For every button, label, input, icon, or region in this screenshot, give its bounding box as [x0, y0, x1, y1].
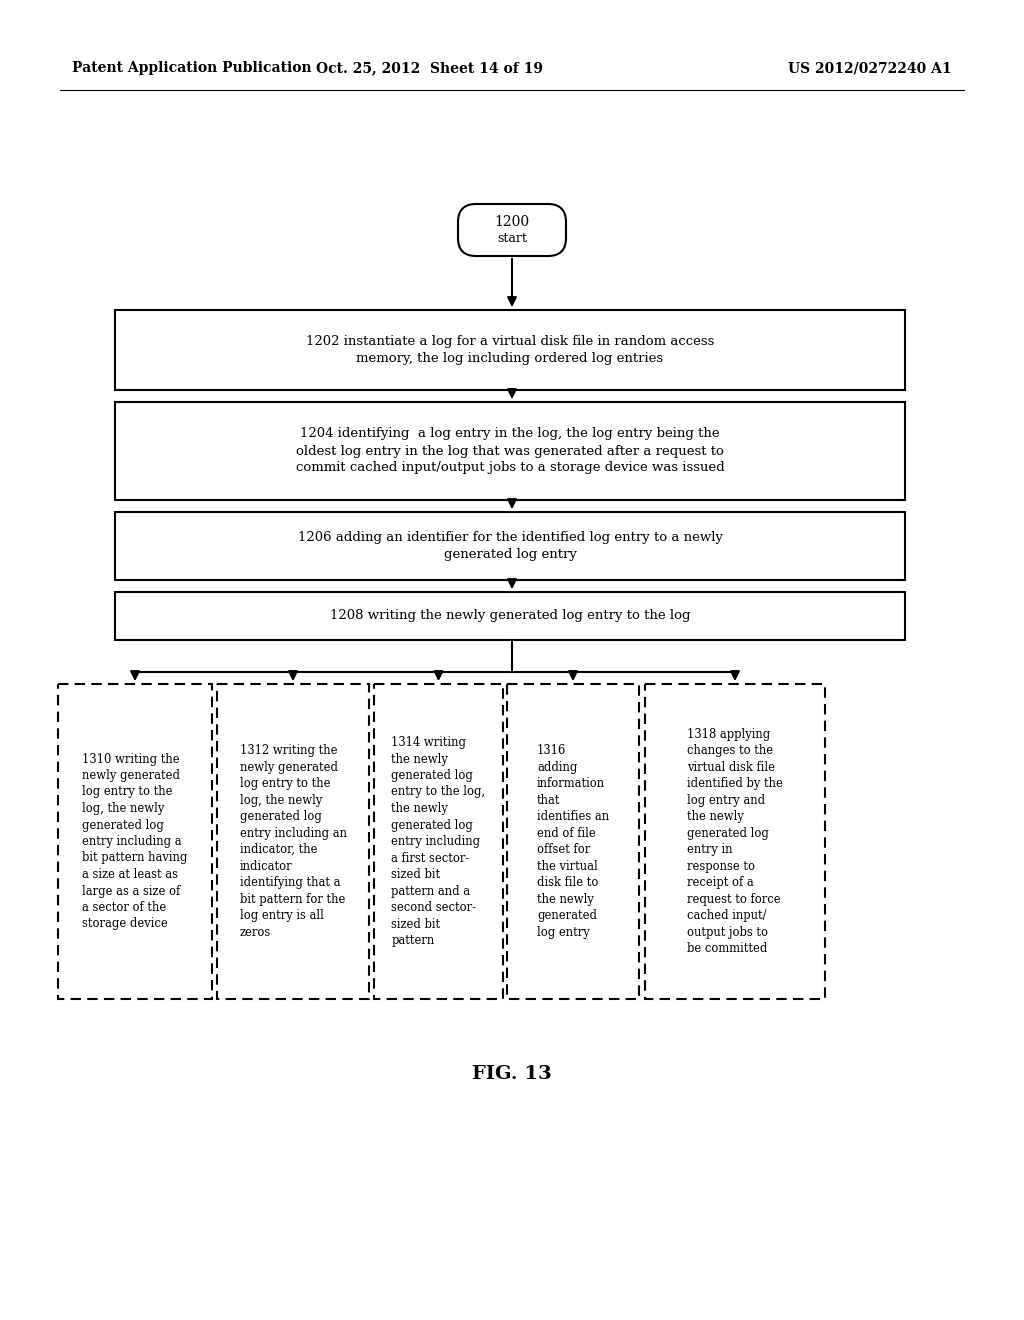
Text: 1200: 1200 — [495, 215, 529, 228]
Text: start: start — [497, 232, 527, 246]
FancyBboxPatch shape — [115, 512, 905, 579]
FancyBboxPatch shape — [58, 684, 212, 999]
Text: 1310 writing the
newly generated
log entry to the
log, the newly
generated log
e: 1310 writing the newly generated log ent… — [82, 752, 187, 931]
Text: 1204 identifying  a log entry in the log, the log entry being the
oldest log ent: 1204 identifying a log entry in the log,… — [296, 428, 724, 474]
FancyBboxPatch shape — [374, 684, 503, 999]
FancyBboxPatch shape — [217, 684, 369, 999]
FancyBboxPatch shape — [645, 684, 825, 999]
FancyBboxPatch shape — [458, 205, 566, 256]
Text: US 2012/0272240 A1: US 2012/0272240 A1 — [788, 61, 952, 75]
Text: 1202 instantiate a log for a virtual disk file in random access
memory, the log : 1202 instantiate a log for a virtual dis… — [306, 335, 714, 366]
FancyBboxPatch shape — [507, 684, 639, 999]
FancyBboxPatch shape — [115, 403, 905, 500]
Text: 1316
adding
information
that
identifies an
end of file
offset for
the virtual
di: 1316 adding information that identifies … — [537, 744, 609, 939]
FancyBboxPatch shape — [115, 310, 905, 389]
Text: Patent Application Publication: Patent Application Publication — [72, 61, 311, 75]
FancyBboxPatch shape — [115, 591, 905, 640]
Text: 1208 writing the newly generated log entry to the log: 1208 writing the newly generated log ent… — [330, 610, 690, 623]
Text: Oct. 25, 2012  Sheet 14 of 19: Oct. 25, 2012 Sheet 14 of 19 — [316, 61, 544, 75]
Text: 1318 applying
changes to the
virtual disk file
identified by the
log entry and
t: 1318 applying changes to the virtual dis… — [687, 727, 783, 956]
Text: 1314 writing
the newly
generated log
entry to the log,
the newly
generated log
e: 1314 writing the newly generated log ent… — [391, 737, 485, 946]
Text: 1206 adding an identifier for the identified log entry to a newly
generated log : 1206 adding an identifier for the identi… — [298, 531, 723, 561]
Text: 1312 writing the
newly generated
log entry to the
log, the newly
generated log
e: 1312 writing the newly generated log ent… — [240, 744, 346, 939]
Text: FIG. 13: FIG. 13 — [472, 1065, 552, 1082]
